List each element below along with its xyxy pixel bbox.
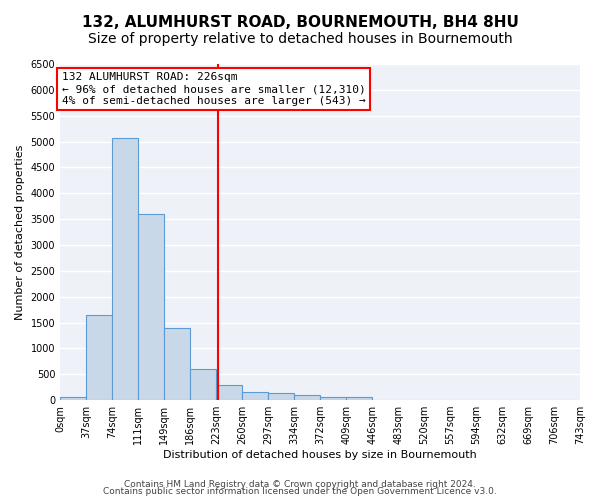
Bar [320, 398, 346, 400]
Bar [164, 328, 190, 400]
Text: Contains public sector information licensed under the Open Government Licence v3: Contains public sector information licen… [103, 487, 497, 496]
Bar [60, 397, 86, 400]
Text: 132, ALUMHURST ROAD, BOURNEMOUTH, BH4 8HU: 132, ALUMHURST ROAD, BOURNEMOUTH, BH4 8H… [82, 15, 518, 30]
Bar [86, 315, 112, 400]
Bar [346, 398, 372, 400]
Bar [112, 138, 138, 400]
Bar [190, 369, 216, 400]
Text: Contains HM Land Registry data © Crown copyright and database right 2024.: Contains HM Land Registry data © Crown c… [124, 480, 476, 489]
Bar [138, 214, 164, 400]
Bar [242, 392, 268, 400]
Bar [268, 393, 294, 400]
Text: Size of property relative to detached houses in Bournemouth: Size of property relative to detached ho… [88, 32, 512, 46]
Bar [294, 395, 320, 400]
Bar [216, 384, 242, 400]
X-axis label: Distribution of detached houses by size in Bournemouth: Distribution of detached houses by size … [163, 450, 477, 460]
Y-axis label: Number of detached properties: Number of detached properties [15, 144, 25, 320]
Text: 132 ALUMHURST ROAD: 226sqm
← 96% of detached houses are smaller (12,310)
4% of s: 132 ALUMHURST ROAD: 226sqm ← 96% of deta… [62, 72, 365, 106]
